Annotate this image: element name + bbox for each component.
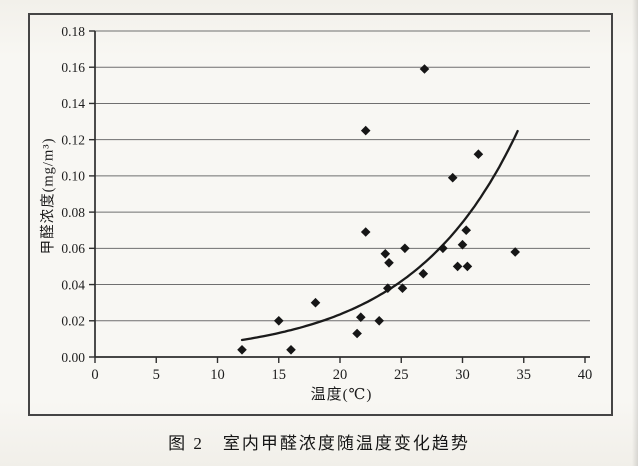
y-tick-label: 0.16	[61, 60, 85, 75]
y-tick-label: 0.18	[61, 24, 85, 39]
chart-border	[28, 13, 613, 416]
data-point	[374, 316, 384, 326]
data-point	[419, 64, 430, 74]
y-tick-label: 0.06	[61, 241, 85, 256]
data-point	[457, 239, 468, 250]
data-point	[418, 268, 429, 279]
data-point	[380, 249, 391, 259]
y-tick-label: 0.08	[61, 205, 85, 220]
y-axis-title: 甲醛浓度(mg/m³)	[40, 137, 57, 255]
data-point	[356, 312, 366, 322]
data-point	[397, 283, 408, 293]
x-tick-label: 25	[394, 367, 409, 383]
x-tick-label: 35	[517, 367, 532, 383]
trend-curve	[240, 129, 519, 342]
data-point	[273, 316, 284, 326]
data-point	[360, 227, 371, 237]
y-tick-label: 0.02	[61, 314, 85, 329]
x-tick-label: 5	[153, 367, 160, 383]
data-point	[383, 283, 393, 293]
data-point	[473, 149, 484, 159]
data-point	[462, 261, 473, 272]
x-tick-label: 10	[210, 367, 225, 383]
scan-edge-shadow	[632, 0, 638, 466]
x-axis-title: 温度(℃)	[310, 387, 373, 403]
x-tick-label: 0	[91, 367, 98, 383]
data-point	[461, 225, 471, 235]
x-tick-label: 30	[455, 367, 470, 383]
data-point	[510, 247, 520, 257]
data-point	[452, 261, 463, 272]
y-tick-label: 0.00	[61, 350, 85, 365]
data-point	[286, 345, 296, 355]
data-point	[438, 243, 448, 254]
data-point	[360, 125, 371, 136]
figure-caption: 图 2 室内甲醛浓度随温度变化趋势	[168, 434, 470, 453]
y-tick-label: 0.10	[61, 169, 85, 184]
y-tick-label: 0.12	[61, 132, 85, 147]
data-point	[384, 258, 394, 268]
x-tick-label: 20	[333, 367, 348, 383]
y-tick-label: 0.04	[61, 277, 85, 292]
y-tick-label: 0.14	[61, 96, 85, 111]
data-point	[400, 243, 410, 254]
data-point	[447, 172, 458, 183]
x-tick-label: 15	[272, 367, 287, 383]
x-tick-label: 40	[578, 367, 593, 383]
data-point	[310, 297, 321, 308]
data-point	[237, 345, 247, 355]
data-point	[352, 328, 362, 339]
